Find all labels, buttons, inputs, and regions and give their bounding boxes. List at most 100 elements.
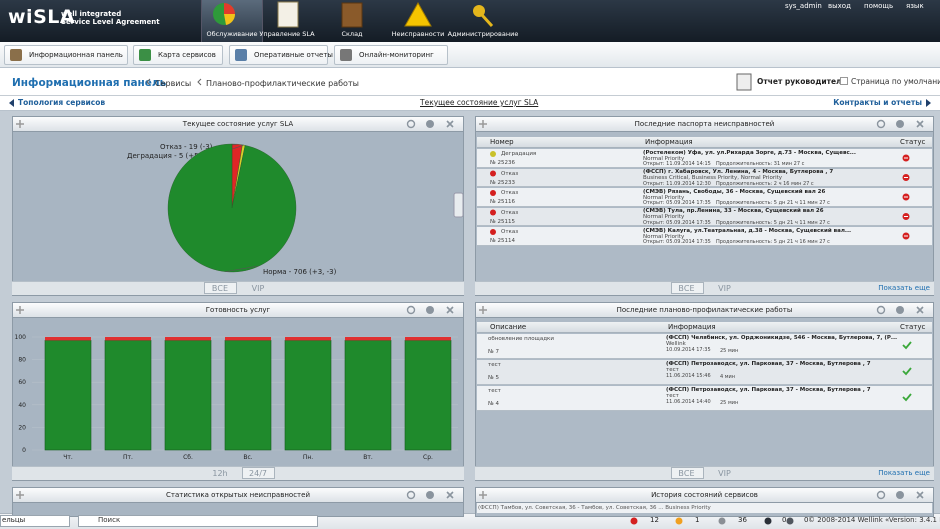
bar bbox=[105, 337, 151, 341]
toolbar-button[interactable] bbox=[133, 45, 223, 65]
y-tick-label: 100 bbox=[15, 334, 27, 341]
toggle-button[interactable] bbox=[204, 282, 237, 294]
user[interactable]: sys_admin bbox=[785, 2, 822, 10]
bar bbox=[285, 337, 331, 341]
add-icon bbox=[16, 306, 24, 314]
report-link[interactable]: Отчет руководителя bbox=[757, 77, 847, 86]
x-tick-label: Сб. bbox=[183, 454, 193, 461]
y-tick-label: 20 bbox=[18, 424, 26, 431]
work-who: тест bbox=[666, 367, 679, 373]
column-header: Информация bbox=[668, 323, 716, 331]
bar bbox=[345, 337, 391, 341]
close-icon bbox=[916, 306, 924, 314]
work-title[interactable]: (ФССП) Петрозаводск, ул. Парковая, 37 - … bbox=[666, 361, 871, 367]
panel-title: Последние планово-профилактические работ… bbox=[616, 306, 793, 314]
breadcrumb-current[interactable]: Информационная панель bbox=[12, 77, 167, 89]
status-text: Отказ bbox=[501, 190, 519, 196]
history-row: (ФССП) Тамбов, ул. Советская, 36 - Тамбо… bbox=[478, 505, 711, 511]
toolbar-button[interactable] bbox=[334, 45, 448, 65]
settings-icon bbox=[426, 120, 434, 128]
toggle-label[interactable]: ВСЕ bbox=[678, 284, 695, 293]
indicator-count[interactable]: 12 bbox=[650, 516, 659, 524]
toolbar-label[interactable]: Карта сервисов bbox=[158, 51, 216, 59]
show-more[interactable]: Показать еще bbox=[878, 284, 930, 292]
bar bbox=[165, 337, 211, 341]
toggle-label[interactable]: VIP bbox=[718, 469, 731, 478]
toolbar-label[interactable]: Оперативные отчеты bbox=[254, 51, 333, 59]
select[interactable] bbox=[0, 515, 70, 527]
toggle-button[interactable] bbox=[670, 282, 704, 294]
fault-priority: Normal Priority bbox=[643, 233, 685, 240]
indicator-count[interactable]: 0 bbox=[782, 516, 787, 524]
subnav-center[interactable]: Текущее состояние услуг SLA bbox=[420, 98, 539, 107]
panel-footer bbox=[475, 281, 934, 295]
table-row bbox=[477, 360, 932, 385]
table-row bbox=[477, 188, 932, 207]
work-title[interactable]: (ФССП) Челябинск, ул. Орджоникидзе, 546 … bbox=[666, 335, 898, 341]
toolbar-icon bbox=[340, 49, 352, 61]
search[interactable] bbox=[78, 515, 318, 527]
work-date: 11.06.2014 15:46 bbox=[666, 373, 711, 379]
fault-number: № 25115 bbox=[490, 218, 515, 225]
indicator-count[interactable]: 1 bbox=[695, 516, 700, 524]
fault-opened: Открыт: 05.09.2014 17:35 bbox=[643, 219, 711, 226]
settings-icon bbox=[426, 491, 434, 499]
toolbar-button[interactable] bbox=[229, 45, 328, 65]
fault-number: № 25114 bbox=[490, 238, 515, 244]
work-title[interactable]: (ФССП) Петрозаводск, ул. Парковая, 37 - … bbox=[666, 387, 871, 393]
subnav-left[interactable]: Топология сервисов bbox=[18, 98, 106, 107]
fault-title[interactable]: (Ростелеком) Уфа, ул. ул.Рихарда Зорге, … bbox=[643, 149, 856, 156]
nav-item[interactable]: Администрирование bbox=[447, 30, 519, 38]
status-dot bbox=[490, 170, 496, 177]
toggle-button[interactable] bbox=[670, 467, 704, 479]
work-who: Wellink bbox=[666, 341, 686, 347]
help[interactable]: помощь bbox=[864, 2, 894, 10]
nav-item[interactable]: Обслуживание bbox=[206, 30, 258, 38]
toggle-label[interactable]: 12h bbox=[212, 469, 228, 478]
panel-header bbox=[12, 487, 464, 503]
breadcrumb-link[interactable]: Планово-профилактические работы bbox=[206, 79, 359, 88]
toolbar-label[interactable]: Онлайн-мониторинг bbox=[359, 51, 434, 59]
toolbar-button[interactable] bbox=[4, 45, 128, 65]
indicator-count[interactable]: 36 bbox=[738, 516, 747, 524]
fault-duration: Продолжительность: 31 мин 27 с bbox=[716, 161, 805, 167]
y-tick-label: 80 bbox=[18, 357, 26, 364]
indicator-count[interactable]: 0 bbox=[804, 516, 809, 524]
y-tick-label: 0 bbox=[22, 447, 26, 454]
fault-priority: Normal Priority bbox=[643, 194, 685, 201]
breadcrumb-link[interactable]: Сервисы bbox=[155, 79, 192, 88]
subnav-right[interactable]: Контракты и отчеты bbox=[833, 98, 922, 107]
nav-item[interactable]: Неисправности bbox=[391, 30, 445, 38]
close-icon bbox=[446, 306, 454, 314]
panel-header bbox=[12, 302, 464, 318]
panel-footer bbox=[12, 281, 464, 295]
show-more[interactable]: Показать еще bbox=[878, 469, 930, 477]
fault-title[interactable]: (СМЭВ) Калуга, ул.Театральная, д.38 - Мо… bbox=[643, 227, 852, 234]
nav-item[interactable]: Склад bbox=[341, 30, 363, 38]
pie-slice bbox=[167, 143, 297, 273]
toggle-button[interactable] bbox=[242, 467, 275, 479]
bar bbox=[405, 337, 451, 341]
checkbox[interactable] bbox=[840, 77, 848, 85]
panel-header bbox=[475, 116, 934, 132]
separator bbox=[146, 78, 151, 86]
work-who: тест bbox=[666, 393, 679, 399]
arrow bbox=[9, 99, 14, 107]
search-placeholder: Поиск bbox=[98, 516, 121, 524]
toggle-label[interactable]: ВСЕ bbox=[678, 469, 695, 478]
fault-title[interactable]: (СМЭВ) Рязань, Свободы, 36 - Москва, Сущ… bbox=[643, 188, 826, 195]
toggle-label[interactable]: ВСЕ bbox=[211, 284, 229, 293]
toggle-label[interactable]: VIP bbox=[718, 284, 731, 293]
toolbar-label[interactable]: Информационная панель bbox=[29, 51, 123, 59]
toggle-label[interactable]: 24/7 bbox=[249, 469, 267, 478]
toggle-label[interactable]: VIP bbox=[251, 284, 265, 293]
fault-title[interactable]: (СМЭВ) Тула, пр.Ленина, 33 - Москва, Сущ… bbox=[643, 208, 824, 214]
work-desc: тест bbox=[488, 388, 501, 394]
nav-item[interactable]: Управление SLA bbox=[259, 30, 315, 38]
logout[interactable]: выход bbox=[828, 2, 851, 10]
fault-title[interactable]: (ФССП) г. Хабаровск, Ул. Ленина, 4 - Мос… bbox=[643, 169, 834, 175]
add-icon bbox=[16, 491, 24, 499]
panel-header bbox=[12, 116, 464, 132]
x-tick-label: Ср. bbox=[423, 454, 433, 461]
lang[interactable]: язык bbox=[906, 2, 924, 10]
